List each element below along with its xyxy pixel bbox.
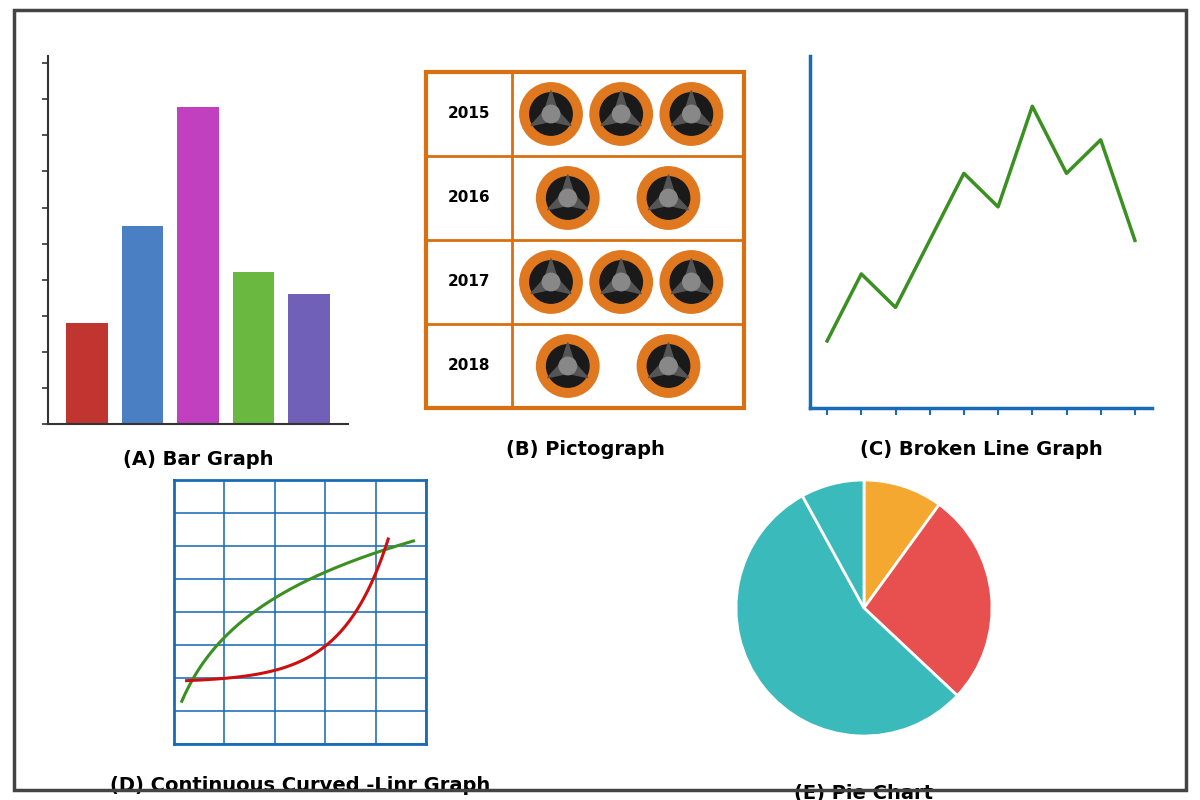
Bar xyxy=(121,226,163,424)
Text: (B) Pictograph: (B) Pictograph xyxy=(505,440,665,459)
Text: 2017: 2017 xyxy=(448,274,491,290)
Wedge shape xyxy=(736,496,958,736)
Wedge shape xyxy=(864,480,940,608)
Bar xyxy=(288,294,330,424)
Text: (E) Pie Chart: (E) Pie Chart xyxy=(794,784,934,800)
Wedge shape xyxy=(864,505,992,696)
Text: 2015: 2015 xyxy=(448,106,491,122)
Text: (D) Continuous Curved -Linr Graph: (D) Continuous Curved -Linr Graph xyxy=(110,776,490,794)
Text: (C) Broken Line Graph: (C) Broken Line Graph xyxy=(859,440,1103,458)
Text: 2018: 2018 xyxy=(448,358,491,374)
Bar xyxy=(178,106,218,424)
Bar xyxy=(233,273,275,424)
Bar xyxy=(66,323,108,424)
Text: 2016: 2016 xyxy=(448,190,491,206)
Text: (A) Bar Graph: (A) Bar Graph xyxy=(122,450,274,469)
Wedge shape xyxy=(803,480,864,608)
